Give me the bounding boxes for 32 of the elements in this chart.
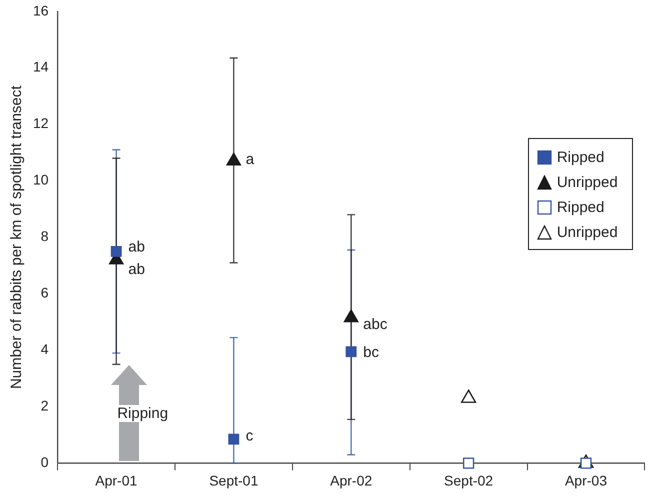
annotation: ab bbox=[128, 260, 145, 278]
annotation: abc bbox=[363, 316, 388, 333]
legend-label: Ripped bbox=[556, 148, 604, 166]
annotation: c bbox=[246, 428, 254, 445]
y-tick-label: 12 bbox=[32, 115, 49, 132]
y-tick-label: 8 bbox=[40, 228, 49, 244]
x-tick-label: Apr-01 bbox=[95, 472, 138, 488]
point bbox=[226, 152, 242, 166]
point bbox=[110, 246, 122, 257]
legend-label: Unripped bbox=[556, 174, 618, 191]
y-tick-label: 6 bbox=[40, 284, 49, 301]
y-tick-label: 14 bbox=[32, 58, 49, 75]
point bbox=[346, 346, 357, 358]
y-tick-label: 16 bbox=[32, 2, 49, 18]
x-tick-label: Apr-02 bbox=[330, 472, 372, 488]
y-tick-label: 0 bbox=[40, 454, 49, 470]
x-tick-label: Sept-02 bbox=[444, 472, 494, 488]
y-tick-label: 4 bbox=[40, 341, 49, 358]
point bbox=[228, 434, 240, 445]
annotation: bc bbox=[363, 344, 380, 362]
x-tick-label: Apr-03 bbox=[564, 472, 608, 488]
point bbox=[344, 309, 359, 322]
y-tick-label: 2 bbox=[40, 398, 49, 414]
legend-label: Ripped bbox=[556, 198, 604, 216]
y-tick-label: 10 bbox=[32, 172, 49, 188]
point bbox=[462, 458, 474, 469]
y-axis-title: Number of rabbits per km of spotlight transect bbox=[8, 84, 26, 390]
annotation: ab bbox=[128, 238, 145, 256]
annotation: a bbox=[246, 150, 255, 168]
legend-label: Unripped bbox=[556, 224, 618, 241]
annotation: Ripping bbox=[117, 405, 168, 422]
x-tick-label: Sept-01 bbox=[209, 472, 258, 488]
